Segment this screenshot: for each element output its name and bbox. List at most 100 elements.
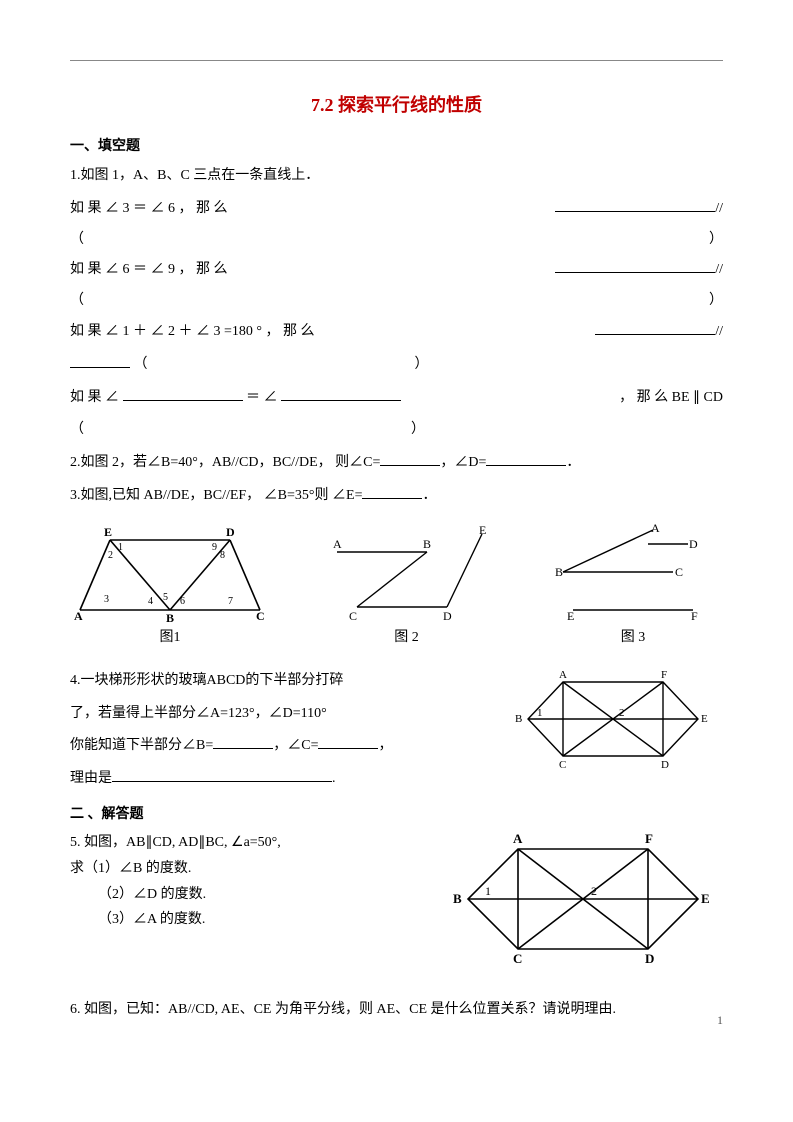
svg-text:A: A: [559, 669, 567, 681]
q5-l1: 5. 如图，AB∥CD, AD∥BC, ∠a=50°,: [70, 831, 397, 855]
title-text: 7.2 探索平行线的性质: [311, 95, 482, 115]
svg-text:D: D: [226, 525, 235, 539]
svg-text:3: 3: [104, 594, 109, 605]
figure-1: E D A B C 1 2 3 4 5 6 7 8 9: [70, 522, 270, 622]
svg-text:F: F: [661, 669, 667, 681]
svg-text:E: E: [701, 713, 708, 725]
fig2-caption: 图 2: [317, 626, 497, 646]
q3b: ．: [422, 488, 436, 503]
q2c: ．: [566, 455, 580, 470]
q4-l2: 了，若量得上半部分∠A=123°，∠D=110°: [70, 699, 449, 730]
blank: [213, 735, 273, 749]
svg-text:D: D: [689, 537, 698, 551]
svg-text:7: 7: [228, 596, 233, 607]
figure-3: A D B C E F: [543, 522, 723, 622]
hexagon-large: A F B E C D 1 2: [443, 829, 723, 969]
svg-text:B: B: [555, 565, 563, 579]
svg-text:1: 1: [485, 884, 491, 898]
q4-l4: 理由是.: [70, 764, 449, 795]
fig2-svg: A B C D E: [317, 522, 497, 622]
svg-text:B: B: [515, 713, 522, 725]
blank: [555, 198, 715, 212]
q6: 6. 如图，已知：AB//CD, AE、CE 为角平分线，则 AE、CE 是什么…: [70, 995, 723, 1026]
section-2-heading: 二 、解答题: [70, 803, 723, 823]
svg-text:E: E: [701, 891, 710, 906]
svg-text:A: A: [513, 831, 523, 846]
rp: ）: [709, 225, 723, 256]
q5-l3: （2）∠D 的度数.: [70, 883, 397, 907]
fig3-svg: A D B C E F: [543, 522, 723, 622]
q1-line3b: （ ）: [70, 350, 723, 381]
q5-l2: 求（1）∠B 的度数.: [70, 857, 397, 881]
svg-text:4: 4: [148, 596, 153, 607]
figure-2: A B C D E: [317, 522, 497, 622]
q5-l4: （3）∠A 的度数.: [70, 908, 397, 932]
svg-text:C: C: [349, 609, 357, 622]
svg-text:C: C: [559, 759, 566, 771]
q1-line2a: 如 果 ∠ 6 ＝ ∠ 9 ， 那 么 //: [70, 255, 723, 286]
blank: [112, 768, 332, 782]
blank: [318, 735, 378, 749]
q5-text: 5. 如图，AB∥CD, AD∥BC, ∠a=50°, 求（1）∠B 的度数. …: [70, 829, 397, 934]
q1-l3b: //: [715, 324, 723, 339]
q1-l1a: 如 果 ∠ 3 ＝ ∠ 6 ， 那 么: [70, 194, 228, 225]
page: 7.2 探索平行线的性质 一、填空题 1.如图 1，A、B、C 三点在一条直线上…: [0, 0, 793, 1068]
q5-figure: A F B E C D 1 2: [443, 829, 723, 969]
blank: [555, 259, 715, 273]
svg-text:B: B: [166, 611, 174, 622]
svg-text:A: A: [333, 537, 342, 551]
q1-l4a: 如 果 ∠: [70, 390, 119, 405]
svg-text:F: F: [691, 609, 698, 622]
svg-text:1: 1: [118, 542, 123, 553]
q4-figure: A F B E C D 1 2: [503, 664, 723, 774]
q1-line4b: （ ）: [70, 415, 723, 446]
fig1-caption: 图1: [70, 626, 270, 646]
lp: （: [134, 357, 148, 372]
q1-line1a: 如 果 ∠ 3 ＝ ∠ 6 ， 那 么 //: [70, 194, 723, 225]
q1-l1b: //: [715, 201, 723, 216]
lp: （: [70, 422, 84, 437]
q5-row: 5. 如图，AB∥CD, AD∥BC, ∠a=50°, 求（1）∠B 的度数. …: [70, 829, 723, 969]
svg-text:C: C: [675, 565, 683, 579]
blank: [70, 354, 130, 368]
doc-title: 7.2 探索平行线的性质: [70, 91, 723, 117]
svg-text:C: C: [256, 609, 265, 622]
q1-intro: 1.如图 1，A、B、C 三点在一条直线上．: [70, 161, 723, 192]
fig3-caption: 图 3: [543, 626, 723, 646]
svg-text:E: E: [104, 525, 112, 539]
blank: [486, 452, 566, 466]
rp: ）: [411, 422, 425, 437]
blank: [123, 387, 243, 401]
blank: [362, 485, 422, 499]
svg-text:D: D: [661, 759, 669, 771]
figures-row: E D A B C 1 2 3 4 5 6 7 8 9: [70, 522, 723, 622]
svg-text:B: B: [453, 891, 462, 906]
q3a: 3.如图,已知 AB//DE，BC//EF， ∠B=35°则 ∠E=: [70, 488, 362, 503]
q2a: 2.如图 2，若∠B=40°，AB//CD，BC//DE， 则∠C=: [70, 455, 380, 470]
svg-text:6: 6: [180, 596, 185, 607]
q3: 3.如图,已知 AB//DE，BC//EF， ∠B=35°则 ∠E= ．: [70, 481, 723, 512]
blank: [380, 452, 440, 466]
q4-l1: 4.一块梯形形状的玻璃ABCD的下半部分打碎: [70, 666, 449, 697]
q1-line1b: （ ）: [70, 225, 723, 256]
hexagon-small: A F B E C D 1 2: [503, 664, 723, 774]
blank: [595, 321, 715, 335]
lp: （: [70, 225, 84, 256]
blank: [281, 387, 401, 401]
svg-text:C: C: [513, 951, 522, 966]
q1-l4b: ＝ ∠: [246, 390, 278, 405]
svg-text:2: 2: [108, 550, 113, 561]
section-1-heading: 一、填空题: [70, 135, 723, 155]
lp: （: [70, 286, 84, 317]
svg-text:2: 2: [619, 707, 625, 719]
svg-text:B: B: [423, 537, 431, 551]
svg-text:5: 5: [163, 592, 168, 603]
q1-line4a: 如 果 ∠ ＝ ∠ ， 那 么 BE ∥ CD: [70, 383, 723, 414]
svg-text:A: A: [651, 522, 660, 535]
svg-text:2: 2: [591, 884, 597, 898]
svg-text:F: F: [645, 831, 653, 846]
svg-text:9: 9: [212, 542, 217, 553]
q1-l2a: 如 果 ∠ 6 ＝ ∠ 9 ， 那 么: [70, 255, 228, 286]
svg-text:A: A: [74, 609, 83, 622]
q1-line2b: （ ）: [70, 286, 723, 317]
